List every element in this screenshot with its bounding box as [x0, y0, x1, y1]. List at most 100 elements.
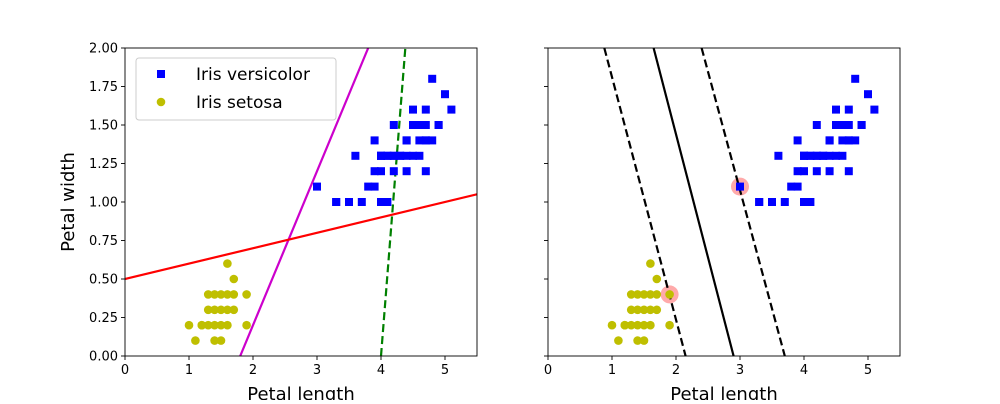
iris-versicolor-point [806, 151, 815, 160]
y-tick-label: 0.50 [89, 273, 118, 288]
iris-setosa-point [646, 320, 655, 330]
iris-versicolor-point [806, 198, 815, 206]
iris-versicolor-point [313, 182, 321, 191]
iris-setosa-point [184, 320, 194, 330]
iris-setosa-point [665, 290, 674, 299]
iris-setosa-point [203, 290, 213, 299]
x-tick-label: 3 [313, 363, 321, 378]
iris-versicolor-point [844, 136, 853, 145]
iris-versicolor-point [421, 105, 430, 114]
x-tick-label: 5 [441, 363, 449, 378]
iris-versicolor-point [825, 151, 834, 160]
x-axis-label: Petal length [247, 384, 354, 400]
iris-setosa-point [633, 290, 642, 299]
legend-box [135, 57, 337, 121]
iris-versicolor-point [812, 167, 821, 176]
iris-versicolor-point [447, 105, 456, 114]
iris-setosa-point [646, 259, 655, 268]
iris-versicolor-point [857, 121, 866, 129]
iris-versicolor-point [377, 198, 385, 206]
iris-versicolor-point [370, 136, 379, 145]
y-axis-label: Petal width [58, 152, 79, 252]
iris-versicolor-point [774, 151, 783, 160]
iris-versicolor-point [415, 136, 424, 145]
iris-setosa-point [646, 305, 655, 315]
decision-line-2 [125, 193, 477, 281]
iris-versicolor-point [364, 182, 373, 191]
iris-versicolor-point [402, 136, 411, 145]
x-tick-label: 0 [544, 363, 552, 378]
iris-versicolor-point [832, 151, 840, 160]
iris-setosa-point [607, 320, 617, 330]
x-tick-label: 4 [800, 363, 808, 378]
axes-2: 0 1 2 3 4 5 Petal length [544, 47, 901, 404]
legend-marker-circle [156, 97, 166, 107]
iris-setosa-point [223, 290, 232, 299]
iris-setosa-point [197, 320, 207, 330]
iris-versicolor-point [793, 167, 802, 176]
axes-frame [547, 47, 901, 357]
iris-setosa-point [665, 320, 674, 330]
iris-setosa-point [633, 305, 642, 315]
iris-versicolor-point [825, 136, 834, 145]
iris-versicolor-point [396, 151, 405, 160]
iris-versicolor-point [389, 151, 398, 160]
iris-versicolor-point [736, 182, 744, 191]
x-tick-label: 1 [608, 363, 616, 378]
iris-versicolor-point [819, 151, 828, 160]
decision-line-2 [603, 48, 687, 356]
iris-versicolor-point [844, 121, 853, 129]
x-axis-label: Petal length [670, 384, 777, 400]
legend-marker-square [157, 70, 165, 78]
iris-versicolor-point [421, 167, 430, 176]
iris-setosa-point [626, 290, 636, 299]
iris-versicolor-point [415, 121, 424, 129]
iris-versicolor-point [434, 121, 443, 129]
y-tick-label: 0.75 [89, 234, 118, 249]
iris-versicolor-point [812, 121, 821, 129]
iris-setosa-point [652, 290, 662, 299]
iris-setosa-point [216, 320, 226, 330]
iris-versicolor-point [838, 151, 847, 160]
iris-setosa-point [210, 305, 219, 315]
iris-setosa-point [223, 305, 232, 315]
iris-versicolor-point [421, 121, 430, 129]
iris-setosa-point [216, 305, 226, 315]
iris-versicolor-point [345, 198, 353, 206]
iris-setosa-point [229, 305, 239, 315]
plot-area [125, 48, 477, 356]
iris-setosa-point [216, 336, 226, 345]
iris-versicolor-point [851, 136, 860, 145]
y-tick-label: 1.75 [89, 80, 118, 95]
iris-setosa-point [626, 305, 636, 315]
iris-setosa-point [652, 274, 662, 284]
iris-versicolor-point [415, 151, 424, 160]
legend-label: Iris setosa [196, 93, 283, 113]
iris-versicolor-point [844, 105, 853, 114]
iris-setosa-point [639, 320, 649, 330]
iris-setosa-point [191, 336, 200, 345]
x-tick-label: 1 [185, 363, 193, 378]
iris-versicolor-point [402, 167, 411, 176]
iris-setosa-point [639, 290, 649, 299]
iris-versicolor-point [409, 151, 417, 160]
x-tick-label: 2 [672, 363, 680, 378]
iris-versicolor-point [832, 105, 840, 114]
y-tick-label: 2.00 [89, 42, 118, 57]
iris-versicolor-point [851, 74, 860, 83]
iris-versicolor-point [755, 198, 764, 206]
x-tick-label: 3 [736, 363, 744, 378]
axes-1: 0 1 2 3 4 5 0.00 0.25 0.50 0.75 1.00 1.25 1.50 1.75 2.… [58, 42, 478, 404]
iris-versicolor-point [441, 90, 449, 99]
x-tick-label: 5 [864, 363, 872, 378]
iris-versicolor-point [870, 105, 879, 114]
iris-versicolor-point [389, 121, 398, 129]
iris-versicolor-point [370, 182, 379, 191]
iris-versicolor-point [838, 136, 847, 145]
iris-versicolor-point [428, 136, 437, 145]
iris-setosa-point [633, 336, 642, 345]
decision-line-1 [239, 48, 370, 356]
iris-versicolor-point [832, 121, 840, 129]
iris-versicolor-point [800, 151, 808, 160]
